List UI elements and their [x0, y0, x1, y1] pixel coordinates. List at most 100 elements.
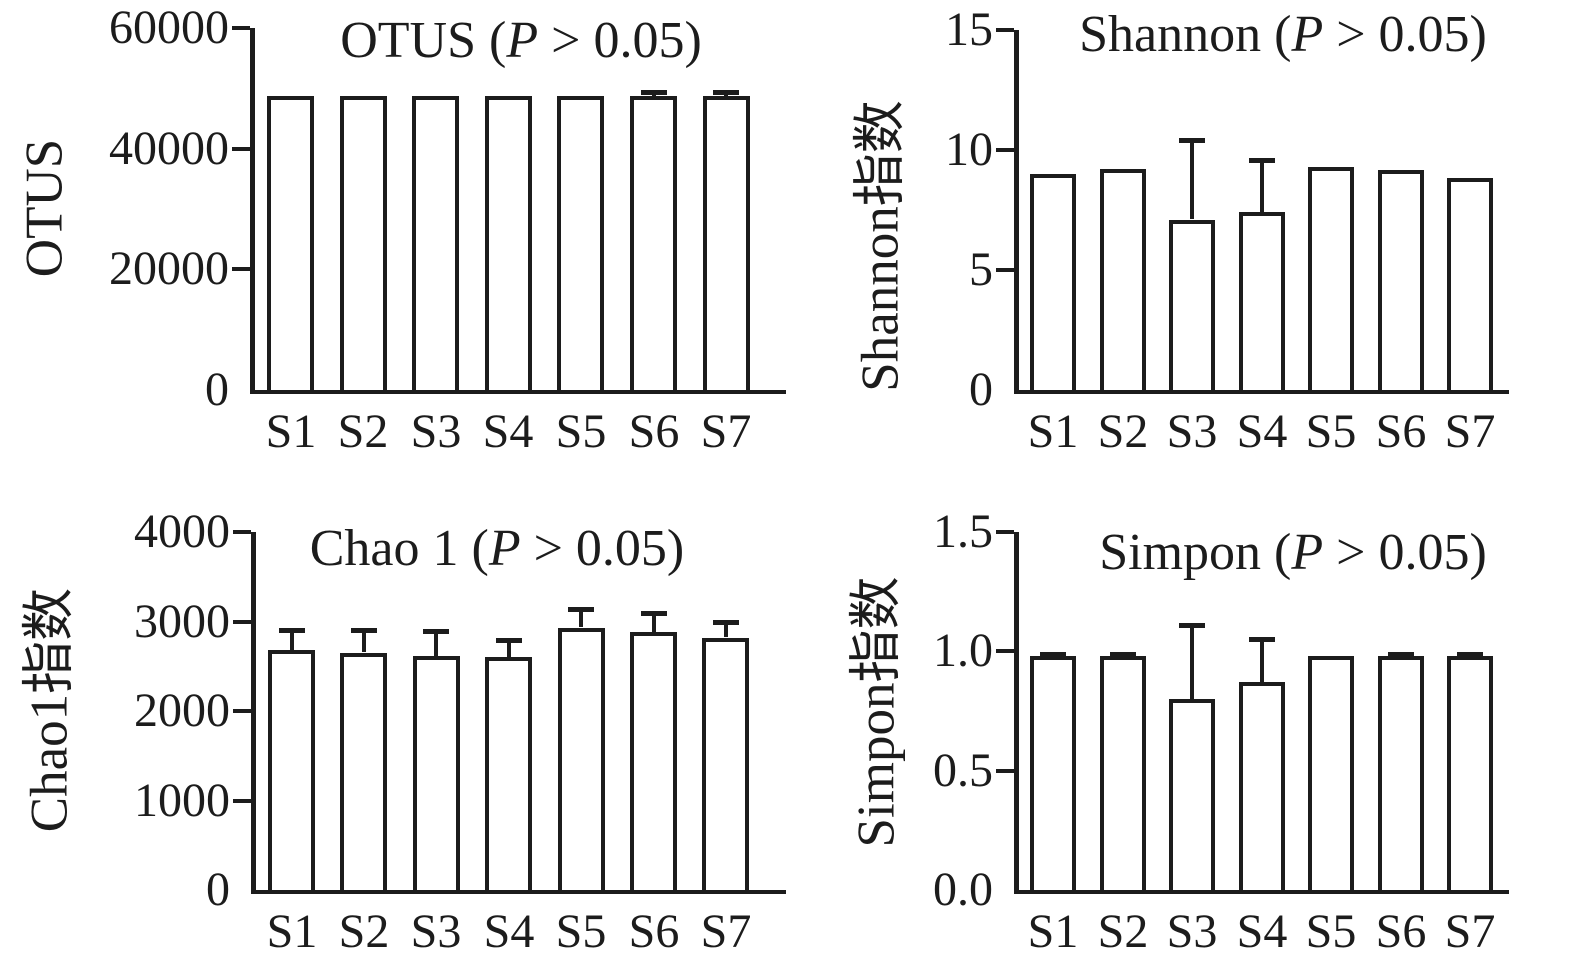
error-bar-cap: [641, 611, 667, 616]
x-tick-label: S6: [1375, 405, 1427, 458]
bar-otus-s5: [557, 96, 604, 394]
x-tick-label: S3: [1166, 905, 1218, 958]
x-tick-label: S3: [410, 405, 462, 458]
y-tick-label: 0: [969, 363, 993, 416]
x-tick-label: S4: [483, 905, 535, 958]
y-tick-label: 1000: [134, 774, 230, 827]
bar-simpon-s1: [1030, 656, 1076, 894]
x-tick-label: S7: [1444, 905, 1496, 958]
y-axis-tick: [996, 28, 1014, 32]
error-bar-cap: [1249, 158, 1275, 163]
x-tick-label: S5: [555, 905, 607, 958]
error-bar-cap: [496, 638, 522, 643]
bar-simpon-s6: [1378, 656, 1424, 894]
error-bar-stem: [1190, 140, 1194, 219]
bar-otus-s3: [412, 96, 459, 394]
x-tick-label: S7: [700, 405, 752, 458]
chart-title-shannon: Shannon (P > 0.05): [1079, 6, 1487, 63]
y-axis-tick: [996, 649, 1014, 653]
x-tick-label: S5: [1305, 405, 1357, 458]
error-bar-cap: [1179, 138, 1205, 143]
bar-simpon-s7: [1447, 656, 1493, 894]
chart-title-open-paren: (: [1261, 6, 1292, 63]
error-bar-cap: [1388, 652, 1414, 657]
x-tick-label: S3: [1166, 405, 1218, 458]
y-axis-tick: [996, 769, 1014, 773]
bar-shannon-s2: [1100, 169, 1146, 394]
y-tick-label: 2000: [134, 684, 230, 737]
error-bar-stem: [579, 609, 583, 627]
bar-simpon-s3: [1169, 699, 1215, 894]
bar-shannon-s3: [1169, 220, 1215, 394]
y-axis-tick: [232, 147, 250, 151]
bar-shannon-s1: [1030, 174, 1076, 394]
bar-otus-s4: [485, 96, 532, 394]
bar-simpon-s4: [1239, 682, 1285, 894]
error-bar-cap: [279, 628, 305, 633]
chart-title-main: Chao 1: [309, 520, 459, 577]
error-bar-cap: [713, 90, 739, 95]
x-tick-label: S5: [555, 405, 607, 458]
x-tick-label: S5: [1305, 905, 1357, 958]
x-tick-label: S1: [265, 405, 317, 458]
y-axis-line: [251, 532, 256, 894]
chart-title-simpon: Simpon (P > 0.05): [1099, 524, 1487, 581]
bar-shannon-s4: [1239, 212, 1285, 394]
chart-title-main: OTUS: [340, 12, 477, 69]
error-bar-stem: [1190, 625, 1194, 699]
x-tick-label: S4: [482, 405, 534, 458]
y-axis-tick: [232, 26, 250, 30]
y-axis-tick: [233, 799, 251, 803]
error-bar-stem: [1260, 639, 1264, 682]
p-value-text: > 0.05): [538, 12, 702, 69]
x-tick-label: S7: [1444, 405, 1496, 458]
p-value-symbol: P: [1291, 6, 1324, 63]
y-tick-label: 0: [206, 863, 230, 916]
error-bar-cap: [713, 620, 739, 625]
error-bar-stem: [434, 631, 438, 656]
x-tick-label: S4: [1236, 405, 1288, 458]
bar-chao1-s6: [630, 632, 677, 894]
x-tick-label: S2: [1097, 405, 1149, 458]
x-tick-label: S1: [266, 905, 318, 958]
error-bar-cap: [1249, 637, 1275, 642]
x-tick-label: S4: [1236, 905, 1288, 958]
error-bar-stem: [507, 640, 511, 657]
bar-chao1-s2: [340, 653, 387, 894]
bar-simpon-s5: [1308, 656, 1354, 894]
bar-simpon-s2: [1100, 656, 1146, 894]
y-tick-label: 0.5: [933, 744, 993, 797]
bar-shannon-s7: [1447, 178, 1493, 394]
y-tick-label: 1.0: [933, 624, 993, 677]
bar-otus-s7: [703, 96, 750, 394]
bar-otus-s1: [267, 96, 314, 394]
x-tick-label: S2: [337, 405, 389, 458]
chart-title-chao1: Chao 1 (P > 0.05): [310, 520, 685, 577]
x-tick-label: S3: [410, 905, 462, 958]
error-bar-stem: [652, 613, 656, 632]
bar-shannon-s6: [1378, 170, 1424, 394]
y-tick-label: 3000: [134, 595, 230, 648]
p-value-text: > 0.05): [1323, 6, 1487, 63]
y-tick-label: 4000: [134, 505, 230, 558]
y-tick-label: 0.0: [933, 863, 993, 916]
y-tick-label: 1.5: [933, 505, 993, 558]
chart-title-main: Shannon: [1079, 6, 1262, 63]
error-bar-stem: [1260, 160, 1264, 213]
x-tick-label: S6: [628, 405, 680, 458]
y-axis-tick: [232, 267, 250, 271]
y-tick-label: 40000: [109, 122, 229, 175]
chart-title-open-paren: (: [1261, 524, 1292, 581]
y-axis-line: [250, 28, 255, 394]
y-axis-tick: [233, 530, 251, 534]
p-value-text: > 0.05): [520, 520, 685, 577]
y-axis-tick: [233, 620, 251, 624]
p-value-symbol: P: [488, 520, 521, 577]
p-value-text: > 0.05): [1323, 524, 1487, 581]
bar-shannon-s5: [1308, 167, 1354, 394]
y-tick-label: 5: [969, 243, 993, 296]
